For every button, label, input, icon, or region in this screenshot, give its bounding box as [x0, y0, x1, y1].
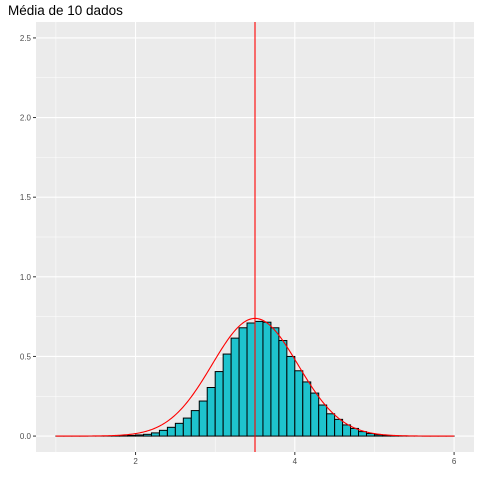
chart-title: Média de 10 dados: [8, 3, 123, 18]
histogram-bar: [174, 422, 184, 437]
histogram-bar: [302, 381, 312, 437]
histogram-bar: [262, 321, 272, 437]
histogram-bar: [254, 320, 264, 437]
histogram-bar: [143, 433, 152, 437]
x-tick-label: 4: [293, 457, 298, 466]
histogram-bar: [190, 410, 200, 437]
histogram-bar: [182, 417, 192, 437]
histogram-bar: [326, 413, 336, 437]
x-axis: 2 4 6: [133, 452, 457, 466]
histogram-bar: [342, 424, 352, 437]
histogram-bar: [278, 340, 288, 437]
histogram-bar: [270, 327, 280, 437]
histogram-bar: [206, 387, 216, 437]
y-tick-label: 0.5: [20, 352, 32, 361]
histogram-bar: [310, 392, 320, 437]
y-axis: 0.0 0.5 1.0 1.5 2.0 2.5: [20, 34, 36, 441]
y-tick-label: 1.5: [20, 193, 32, 202]
x-tick-label: 6: [452, 457, 457, 466]
histogram-bar: [198, 400, 208, 437]
histogram-bar: [230, 337, 240, 437]
histogram-bar: [358, 431, 367, 437]
histogram-bar: [214, 371, 224, 437]
y-tick-label: 0.0: [20, 432, 32, 441]
histogram-bar: [246, 322, 256, 437]
histogram-bar: [286, 355, 296, 437]
histogram-bar: [158, 429, 168, 437]
y-tick-label: 1.0: [20, 273, 32, 282]
histogram-bar: [150, 432, 160, 437]
histogram-bar: [135, 434, 145, 437]
histogram-bar: [318, 404, 328, 437]
histogram-bar: [334, 418, 344, 437]
y-tick-label: 2.5: [20, 34, 32, 43]
histogram-bar: [294, 370, 304, 437]
x-tick-label: 2: [133, 457, 138, 466]
histogram-bar: [238, 327, 248, 437]
y-tick-label: 2.0: [20, 114, 32, 123]
histogram-bars: [55, 320, 455, 437]
histogram-bar: [222, 353, 232, 437]
histogram-bar: [127, 434, 137, 437]
histogram-bar: [166, 426, 176, 437]
